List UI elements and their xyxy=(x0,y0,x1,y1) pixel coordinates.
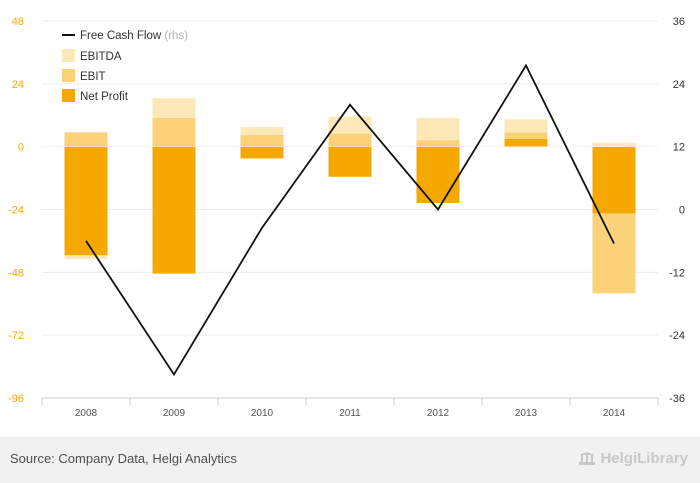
legend-swatch-ebitda xyxy=(62,49,75,62)
bar-net-profit xyxy=(328,146,372,177)
legend-swatch-net-profit xyxy=(62,89,75,102)
x-tick-label: 2011 xyxy=(339,408,361,419)
legend: Free Cash Flow (rhs) EBITDA EBIT Net Profit xyxy=(62,30,188,103)
y-right-tick-label: -12 xyxy=(669,267,685,279)
bar-ebitda xyxy=(504,119,548,133)
bar-net-profit xyxy=(504,138,548,147)
x-tick-label: 2008 xyxy=(75,408,98,419)
bar-ebit xyxy=(592,213,636,294)
bar-ebitda xyxy=(64,255,108,260)
y-left-tick-label: -48 xyxy=(8,267,24,279)
legend-label-ebit: EBIT xyxy=(80,71,106,83)
bars xyxy=(42,98,658,294)
source-note: Source: Company Data, Helgi Analytics xyxy=(10,451,237,466)
bar-ebit xyxy=(64,132,108,147)
bar-net-profit xyxy=(592,146,636,214)
bar-net-profit xyxy=(416,146,460,203)
x-tick-label: 2013 xyxy=(515,408,538,419)
x-tick-label: 2014 xyxy=(603,408,626,419)
bar-ebit xyxy=(504,132,548,139)
library-icon xyxy=(579,451,596,465)
bar-ebit xyxy=(328,133,372,147)
fcf-polyline xyxy=(85,63,615,377)
y-left-tick-label: -72 xyxy=(8,330,24,342)
chart: 48 24 0 -24 -48 -72 -96 36 24 12 0 -12 -24 -36 2008 200… xyxy=(8,16,685,419)
legend-label-ebitda: EBITDA xyxy=(80,51,122,63)
y-right-tick-label: 12 xyxy=(673,142,685,154)
bar-ebit xyxy=(152,117,196,147)
y-right-tick-label: 24 xyxy=(673,79,685,91)
y-right-tick-label: -36 xyxy=(669,393,685,405)
y-right-tick-label: 36 xyxy=(673,16,685,28)
brand-logo: HelgiLibrary xyxy=(578,450,688,467)
x-tick-label: 2009 xyxy=(163,408,186,419)
y-left-tick-label: 24 xyxy=(12,79,24,91)
x-tick-label: 2010 xyxy=(251,408,274,419)
bar-ebitda xyxy=(592,142,636,147)
legend-label-free-cash-flow: Free Cash Flow (rhs) xyxy=(80,30,188,42)
bar-ebitda xyxy=(152,98,196,118)
y-left-tick-label: 48 xyxy=(12,16,24,28)
bar-net-profit xyxy=(152,146,196,274)
brand-name: HelgiLibrary xyxy=(600,450,688,467)
y-left-tick-label: -24 xyxy=(8,205,24,217)
bar-net-profit xyxy=(64,146,108,256)
legend-swatch-ebit xyxy=(62,69,75,82)
bar-ebitda xyxy=(416,117,460,141)
bar-ebit xyxy=(240,134,284,147)
y-left-tick-label: -96 xyxy=(8,393,24,405)
x-tick-label: 2012 xyxy=(427,408,450,419)
bar-ebitda xyxy=(240,127,284,135)
y-right-tick-label: 0 xyxy=(679,205,685,217)
legend-rhs-note: (rhs) xyxy=(164,30,188,42)
grid-lines xyxy=(42,20,658,399)
legend-label-net-profit: Net Profit xyxy=(80,91,129,103)
free-cash-flow-line xyxy=(85,63,615,377)
y-right-tick-label: -24 xyxy=(669,330,685,342)
axes: 48 24 0 -24 -48 -72 -96 36 24 12 0 -12 -24 -36 2008 200… xyxy=(8,16,685,419)
y-left-tick-label: 0 xyxy=(18,142,24,154)
bar-net-profit xyxy=(240,146,284,159)
bar-ebit xyxy=(416,140,460,147)
